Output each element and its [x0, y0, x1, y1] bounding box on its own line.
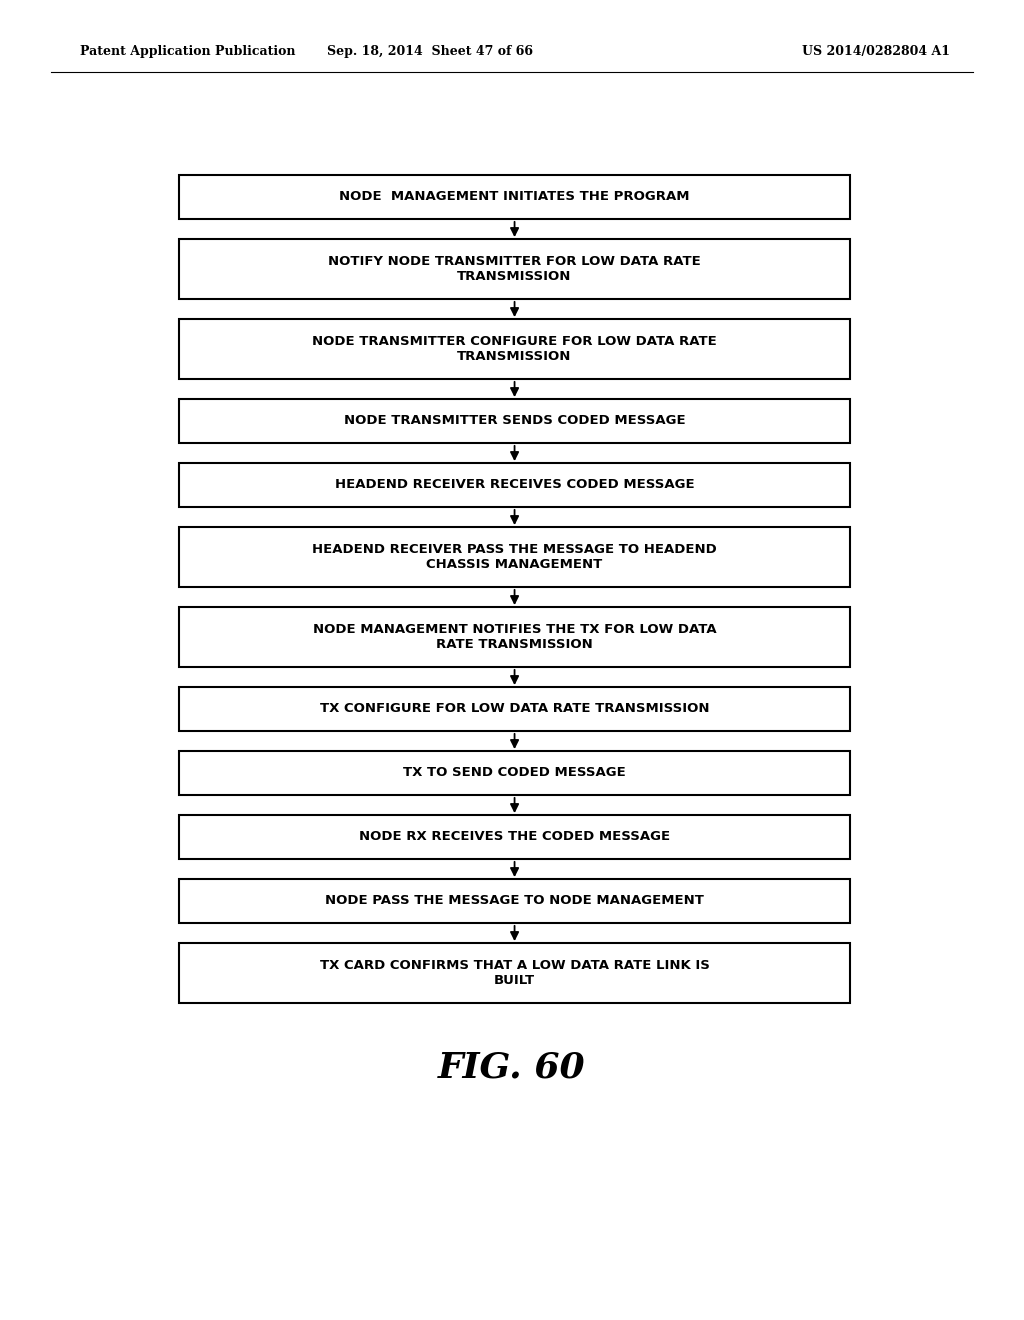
Bar: [179, 607, 850, 667]
Bar: [179, 176, 850, 219]
Text: NOTIFY NODE TRANSMITTER FOR LOW DATA RATE
TRANSMISSION: NOTIFY NODE TRANSMITTER FOR LOW DATA RAT…: [328, 255, 701, 282]
Bar: [179, 527, 850, 587]
Text: NODE RX RECEIVES THE CODED MESSAGE: NODE RX RECEIVES THE CODED MESSAGE: [359, 830, 670, 843]
Bar: [179, 751, 850, 795]
Text: NODE PASS THE MESSAGE TO NODE MANAGEMENT: NODE PASS THE MESSAGE TO NODE MANAGEMENT: [326, 895, 703, 908]
Text: US 2014/0282804 A1: US 2014/0282804 A1: [802, 45, 950, 58]
Text: NODE  MANAGEMENT INITIATES THE PROGRAM: NODE MANAGEMENT INITIATES THE PROGRAM: [339, 190, 690, 203]
Bar: [179, 814, 850, 859]
Bar: [179, 463, 850, 507]
Text: TX CARD CONFIRMS THAT A LOW DATA RATE LINK IS
BUILT: TX CARD CONFIRMS THAT A LOW DATA RATE LI…: [319, 960, 710, 987]
Text: HEADEND RECEIVER RECEIVES CODED MESSAGE: HEADEND RECEIVER RECEIVES CODED MESSAGE: [335, 479, 694, 491]
Text: Patent Application Publication: Patent Application Publication: [80, 45, 296, 58]
Text: HEADEND RECEIVER PASS THE MESSAGE TO HEADEND
CHASSIS MANAGEMENT: HEADEND RECEIVER PASS THE MESSAGE TO HEA…: [312, 543, 717, 572]
Bar: [179, 319, 850, 379]
Text: TX TO SEND CODED MESSAGE: TX TO SEND CODED MESSAGE: [403, 767, 626, 780]
Text: NODE TRANSMITTER CONFIGURE FOR LOW DATA RATE
TRANSMISSION: NODE TRANSMITTER CONFIGURE FOR LOW DATA …: [312, 335, 717, 363]
Bar: [179, 239, 850, 300]
Text: TX CONFIGURE FOR LOW DATA RATE TRANSMISSION: TX CONFIGURE FOR LOW DATA RATE TRANSMISS…: [319, 702, 710, 715]
Text: FIG. 60: FIG. 60: [438, 1051, 586, 1085]
Text: NODE MANAGEMENT NOTIFIES THE TX FOR LOW DATA
RATE TRANSMISSION: NODE MANAGEMENT NOTIFIES THE TX FOR LOW …: [312, 623, 717, 651]
Text: Sep. 18, 2014  Sheet 47 of 66: Sep. 18, 2014 Sheet 47 of 66: [327, 45, 534, 58]
Bar: [179, 686, 850, 731]
Text: NODE TRANSMITTER SENDS CODED MESSAGE: NODE TRANSMITTER SENDS CODED MESSAGE: [344, 414, 685, 428]
Bar: [179, 399, 850, 444]
Bar: [179, 942, 850, 1003]
Bar: [179, 879, 850, 923]
